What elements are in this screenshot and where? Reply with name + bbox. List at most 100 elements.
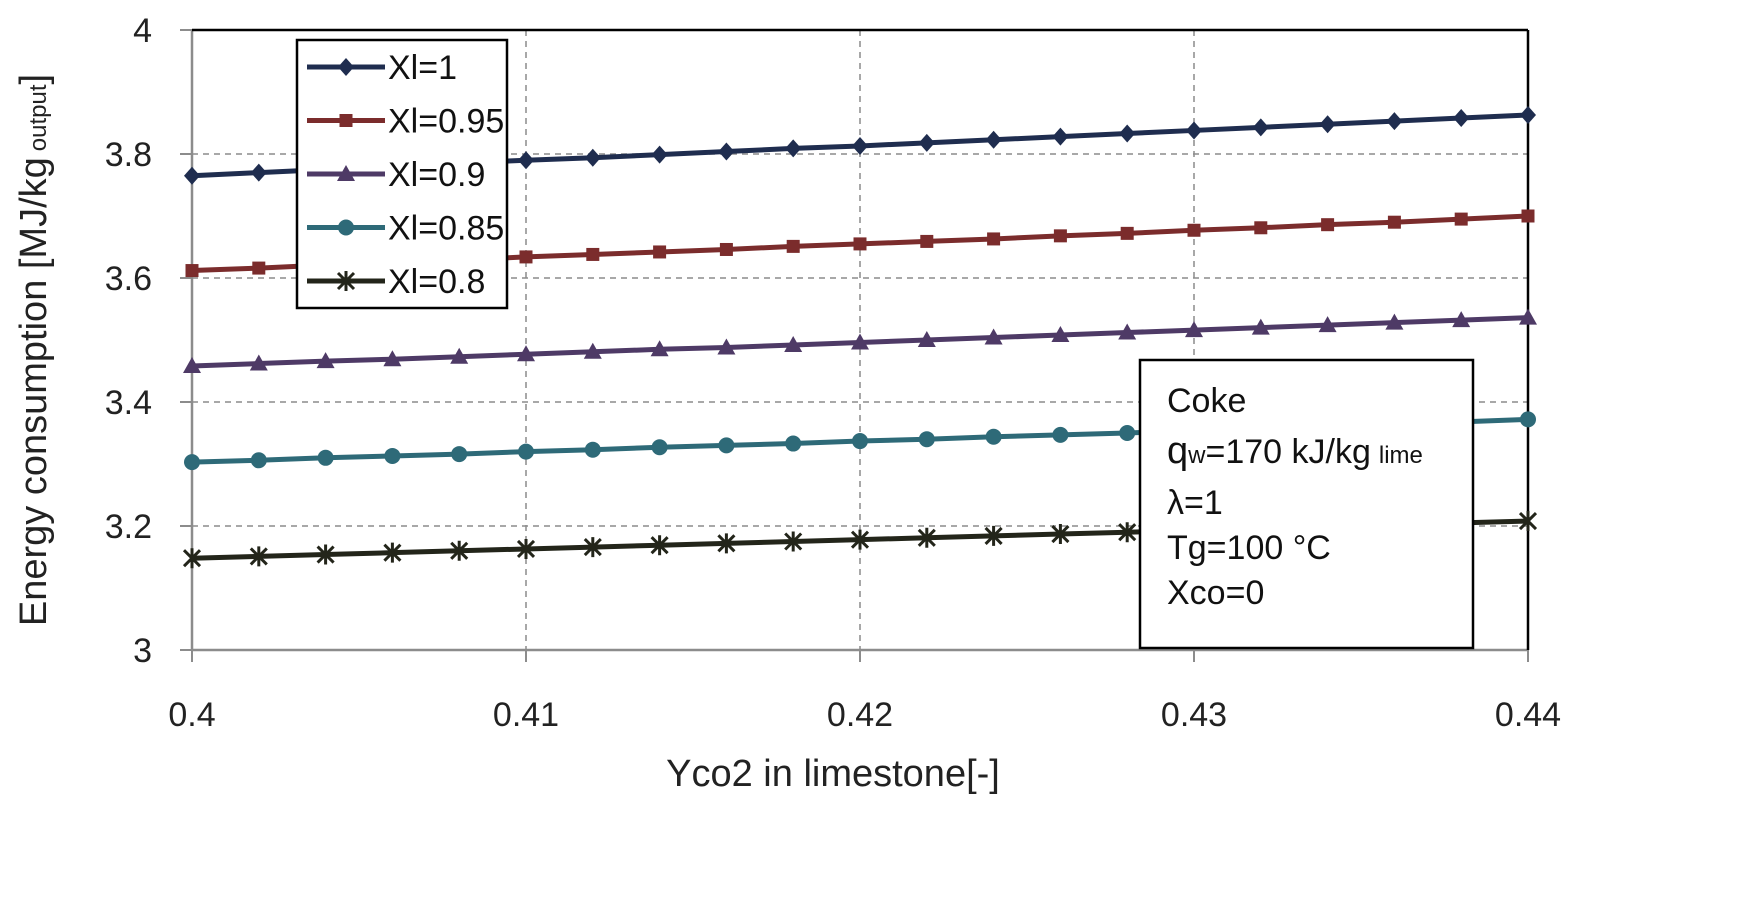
data-point <box>984 328 1003 345</box>
data-point <box>917 527 936 548</box>
data-point <box>583 342 602 359</box>
data-point <box>182 548 202 569</box>
data-point <box>1252 118 1269 137</box>
legend-label: Xl=0.8 <box>388 263 485 301</box>
data-point <box>1520 105 1536 124</box>
data-point <box>985 428 1002 445</box>
data-point <box>383 542 402 563</box>
legend-marker <box>337 165 355 181</box>
tick-labels: 3 3.2 3.4 3.6 3.8 4 0.4 0.41 0.42 0.43 0.44 <box>105 12 1561 734</box>
data-point <box>384 447 401 464</box>
legend-marker <box>338 219 354 236</box>
legend-label: Xl=0.85 <box>388 210 504 248</box>
data-point <box>451 446 468 463</box>
legend-item: Xl=0.95 <box>307 103 504 141</box>
x-tick-label: 0.43 <box>1161 696 1227 734</box>
data-point <box>1518 511 1538 532</box>
data-point <box>584 148 601 167</box>
series-3 <box>183 308 1537 374</box>
data-point <box>1251 318 1270 335</box>
data-point <box>252 261 266 275</box>
data-point <box>250 163 267 182</box>
data-point <box>450 347 469 364</box>
data-point <box>1185 321 1203 338</box>
data-point <box>1187 223 1201 237</box>
legend-label: Xl=0.95 <box>388 103 504 141</box>
data-point <box>1118 522 1137 543</box>
data-point <box>653 245 667 259</box>
annotation-heat-loss-unit-sub: lime <box>1379 442 1423 469</box>
data-point <box>583 537 602 558</box>
data-point <box>586 247 600 261</box>
annotation-heat-loss-q: q <box>1167 430 1188 472</box>
data-point <box>1118 323 1137 340</box>
data-point <box>718 437 735 454</box>
data-point <box>918 431 935 448</box>
data-point <box>987 232 1001 246</box>
data-point <box>1453 109 1470 128</box>
data-point <box>1120 226 1134 240</box>
data-point <box>584 441 601 458</box>
data-point <box>183 357 201 374</box>
legend-item: Xl=0.8 <box>307 263 485 301</box>
y-tick-label: 3.8 <box>105 136 152 174</box>
y-axis-title-close: ] <box>13 74 55 85</box>
data-point <box>1052 127 1069 146</box>
x-tick-label: 0.41 <box>493 696 559 734</box>
data-point <box>1385 313 1404 330</box>
data-point <box>718 142 735 161</box>
data-point <box>917 331 936 347</box>
data-point <box>184 166 200 185</box>
data-point <box>651 145 668 164</box>
parameter-annotation-box: Coke qw=170 kJ/kg lime λ=1 Tg=100 °C Xco=… <box>1138 358 1475 650</box>
data-point <box>250 452 267 469</box>
data-point <box>852 433 868 450</box>
data-point <box>249 546 268 567</box>
data-point <box>985 130 1002 149</box>
data-point <box>1520 411 1536 428</box>
data-point <box>1051 524 1070 545</box>
data-point <box>785 139 802 158</box>
x-axis-title: Yco2 in limestone[-] <box>666 753 1000 795</box>
data-point <box>1119 425 1136 441</box>
annotation-lambda: λ=1 <box>1167 484 1223 522</box>
legend-label: Xl=1 <box>388 49 457 87</box>
data-point <box>517 345 535 362</box>
data-point <box>518 443 534 460</box>
data-point <box>1254 221 1268 235</box>
x-tick-label: 0.44 <box>1495 696 1561 734</box>
data-point <box>651 439 668 456</box>
data-point <box>1321 218 1335 232</box>
y-tick-label: 3.2 <box>105 508 152 546</box>
annotation-box <box>1138 358 1475 650</box>
data-point <box>717 338 736 355</box>
data-point <box>519 250 533 264</box>
y-tick-label: 3.4 <box>105 384 152 422</box>
data-point <box>719 242 733 256</box>
data-point <box>786 239 800 253</box>
annotation-heat-loss-value: =170 kJ/kg <box>1205 433 1370 471</box>
legend-marker <box>336 271 356 291</box>
legend-label: Xl=0.9 <box>388 156 485 194</box>
data-point <box>920 234 934 248</box>
y-tick-label: 3.6 <box>105 260 152 298</box>
data-point <box>784 531 803 552</box>
data-point <box>717 533 736 554</box>
legend-item: Xl=0.9 <box>307 156 485 194</box>
data-point <box>1319 115 1336 134</box>
annotation-heat-loss: qw=170 kJ/kg lime <box>1167 430 1423 472</box>
data-point <box>650 535 669 556</box>
data-point <box>1452 311 1471 328</box>
annotation-heat-loss-sub: w <box>1187 442 1206 469</box>
data-point <box>853 237 867 251</box>
y-axis-title-sub: output <box>25 84 52 151</box>
annotation-fuel: Coke <box>1167 382 1246 420</box>
legend: Xl=1 Xl=0.95 Xl=0.9 Xl=0.85 Xl=0.8 <box>295 38 509 310</box>
y-tick-label: 4 <box>133 12 152 50</box>
data-point <box>918 133 935 152</box>
x-tick-label: 0.42 <box>827 696 893 734</box>
data-point <box>450 540 469 561</box>
data-point <box>1521 209 1535 223</box>
data-point <box>852 136 868 155</box>
